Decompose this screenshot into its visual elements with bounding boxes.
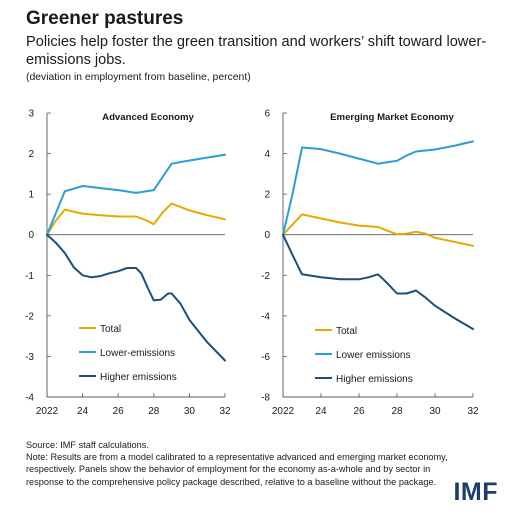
series-line-higher-emissions [282,233,474,330]
x-tick-label: 2022 [272,406,295,417]
page-subtitle: Policies help foster the green transitio… [26,34,487,68]
y-tick-label: -3 [25,352,34,363]
x-tick-label: 30 [429,406,441,417]
y-tick-label: 1 [28,190,34,201]
y-tick-label: -2 [261,271,270,282]
x-tick-label: 32 [219,406,231,417]
legend-label: Total [336,326,357,337]
x-tick-label: 2022 [36,406,59,417]
y-tick-label: 4 [264,149,270,160]
legend-label: Lower-emissions [100,348,175,359]
methodology-note: Note: Results are from a model calibrate… [26,452,448,487]
legend-label: Lower emissions [336,350,410,361]
y-tick-label: -4 [25,393,34,404]
y-tick-label: 0 [28,230,34,241]
footnotes: Source: IMF staff calculations. Note: Re… [26,439,466,488]
x-tick-label: 32 [467,406,479,417]
y-tick-label: -8 [261,393,270,404]
x-tick-label: 26 [113,406,125,417]
y-tick-label: -2 [25,311,34,322]
legend-label: Total [100,324,121,335]
panel-title: Emerging Market Economy [330,112,454,123]
y-tick-label: -6 [261,352,270,363]
y-tick-label: -4 [261,311,270,322]
y-tick-label: 2 [28,149,34,160]
legend-label: Higher emissions [336,374,413,385]
x-tick-label: 26 [353,406,365,417]
x-tick-label: 24 [77,406,89,417]
series-line-total [46,202,226,236]
series-line-lower-emissions [46,153,226,236]
panel-title: Advanced Economy [102,112,194,123]
series-line-higher-emissions [46,233,226,362]
y-tick-label: 0 [264,230,270,241]
y-tick-label: -1 [25,271,34,282]
units-label: (deviation in employment from baseline, … [26,72,251,83]
y-tick-label: 3 [28,109,34,120]
y-tick-label: 6 [264,109,270,120]
imf-logo: IMF [453,478,498,506]
x-tick-label: 28 [148,406,160,417]
y-tick-label: 2 [264,190,270,201]
x-tick-label: 24 [315,406,327,417]
x-tick-label: 30 [184,406,196,417]
legend-label: Higher emissions [100,372,177,383]
series-line-lower-emissions [282,140,474,236]
series-line-total [282,213,474,247]
x-tick-label: 28 [391,406,403,417]
page-title: Greener pastures [26,8,184,29]
source-note: Source: IMF staff calculations. [26,440,149,450]
